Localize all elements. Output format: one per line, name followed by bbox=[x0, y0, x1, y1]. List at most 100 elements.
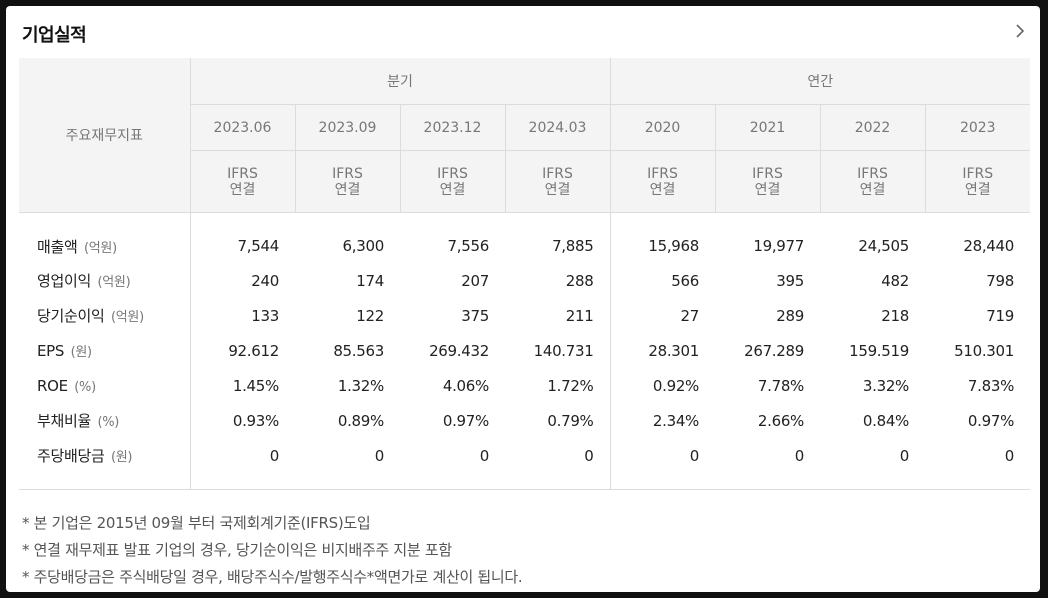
table-cell: 1.72% bbox=[505, 368, 611, 403]
table-cell: 27 bbox=[680, 306, 700, 325]
financial-table: 주요재무지표 분기 연간 2023.06 2023.09 2023.12 202… bbox=[19, 58, 1031, 490]
standard-consolidated: 연결 bbox=[964, 181, 991, 198]
metric-unit: (억원) bbox=[110, 310, 144, 325]
table-cell: 140.731 bbox=[505, 333, 611, 368]
group-annual: 연간 bbox=[610, 58, 1031, 105]
table-cell: 19,977 bbox=[753, 237, 805, 255]
table-cell: 85.563 bbox=[333, 341, 384, 360]
accounting-standard-header: IFRS 연결 bbox=[715, 150, 821, 213]
standard-consolidated: 연결 bbox=[439, 181, 466, 198]
period-header: 2021 bbox=[715, 104, 821, 151]
table-cell: 4.06% bbox=[442, 376, 489, 395]
metric-name: 주당배당금 bbox=[37, 447, 105, 465]
table-row: 매출액 (억원) 7,544 6,300 7,556 7,885 15,968 19,977… bbox=[19, 212, 1030, 263]
table-cell: 122 bbox=[356, 306, 384, 325]
table-cell: 2.34% bbox=[652, 411, 700, 430]
metric-name: 매출액 bbox=[37, 237, 78, 256]
table-cell: 211 bbox=[505, 298, 611, 333]
table-cell: 6,300 bbox=[342, 237, 385, 255]
metric-unit: (원) bbox=[110, 450, 133, 465]
table-cell: 28.301 bbox=[648, 341, 700, 360]
metric-unit: (원) bbox=[70, 345, 93, 360]
standard-ifrs: IFRS bbox=[227, 165, 258, 182]
standard-consolidated: 연결 bbox=[649, 181, 676, 198]
period-header: 2023.09 bbox=[295, 104, 401, 151]
corner-label: 주요재무지표 bbox=[19, 58, 191, 213]
accounting-standard-header: IFRS 연결 bbox=[400, 150, 506, 213]
financial-performance-card: 기업실적 주요재무지표 분기 연간 2023.06 2023.09 20 bbox=[6, 6, 1040, 592]
standard-ifrs: IFRS bbox=[647, 165, 678, 182]
row-label: 당기순이익 (억원) bbox=[19, 298, 191, 333]
table-cell: 0 bbox=[190, 438, 295, 490]
row-label: ROE (%) bbox=[19, 368, 191, 403]
table-cell: 395 bbox=[776, 271, 805, 290]
standard-ifrs: IFRS bbox=[437, 165, 468, 182]
standard-ifrs: IFRS bbox=[857, 165, 888, 182]
metric-unit: (억원) bbox=[97, 275, 131, 290]
table-row: 부채비율 (%) 0.93% 0.89% 0.97% 0.79% 2.34% 2.66% 0.… bbox=[19, 403, 1030, 438]
table-cell: 28,440 bbox=[963, 237, 1015, 255]
standard-consolidated: 연결 bbox=[229, 181, 256, 198]
period-header: 2023.06 bbox=[190, 104, 296, 151]
table-cell: 0 bbox=[925, 438, 1031, 490]
table-cell: 2.66% bbox=[757, 411, 805, 430]
row-label: 부채비율 (%) bbox=[19, 403, 191, 438]
table-cell: 566 bbox=[671, 271, 700, 290]
metric-name: 부채비율 bbox=[37, 412, 92, 430]
table-cell: 0 bbox=[610, 438, 716, 490]
card-header: 기업실적 bbox=[6, 6, 1040, 58]
footnote: * 본 기업은 2015년 09월 부터 국제회계기준(IFRS)도입 bbox=[22, 514, 371, 532]
accounting-standard-header: IFRS 연결 bbox=[190, 150, 296, 213]
row-label: 주당배당금 (원) bbox=[19, 438, 191, 490]
standard-ifrs: IFRS bbox=[752, 165, 783, 182]
table-cell: 240 bbox=[251, 271, 279, 290]
metric-name: 영업이익 bbox=[37, 272, 92, 290]
period-header: 2020 bbox=[610, 104, 716, 151]
table-cell: 267.289 bbox=[744, 341, 805, 360]
table-cell: 288 bbox=[505, 263, 611, 298]
table-cell: 207 bbox=[461, 271, 489, 290]
table-cell: 0.84% bbox=[862, 411, 910, 430]
metric-unit: (%) bbox=[97, 415, 120, 430]
chevron-right-icon[interactable] bbox=[1012, 22, 1028, 40]
metric-name: ROE bbox=[37, 376, 68, 395]
table-cell: 0.93% bbox=[232, 411, 279, 430]
period-header: 2024.03 bbox=[505, 104, 611, 151]
standard-consolidated: 연결 bbox=[544, 181, 571, 198]
table-cell: 133 bbox=[251, 306, 279, 325]
group-quarterly: 분기 bbox=[190, 58, 611, 105]
table-cell: 0 bbox=[820, 438, 926, 490]
metric-name: 당기순이익 bbox=[37, 307, 105, 325]
card-title: 기업실적 bbox=[22, 25, 87, 46]
row-label: EPS (원) bbox=[19, 333, 191, 368]
table-cell: 0.97% bbox=[442, 411, 489, 430]
table-cell: 218 bbox=[881, 306, 910, 325]
table-cell: 0.92% bbox=[652, 376, 700, 395]
period-header: 2022 bbox=[820, 104, 926, 151]
table-cell: 289 bbox=[776, 306, 805, 325]
metric-unit: (%) bbox=[74, 379, 96, 395]
table-cell: 0 bbox=[715, 438, 821, 490]
financial-table-container: 주요재무지표 분기 연간 2023.06 2023.09 2023.12 202… bbox=[19, 58, 1031, 490]
standard-ifrs: IFRS bbox=[962, 165, 994, 182]
table-cell: 1.45% bbox=[232, 376, 279, 395]
standard-ifrs: IFRS bbox=[332, 165, 363, 182]
metric-name: EPS bbox=[37, 342, 65, 360]
table-cell: 798 bbox=[986, 271, 1015, 290]
table-cell: 0 bbox=[505, 438, 611, 490]
table-cell: 7.78% bbox=[757, 376, 805, 395]
table-cell: 719 bbox=[986, 306, 1015, 325]
row-label: 매출액 (억원) bbox=[19, 212, 191, 263]
table-cell: 1.32% bbox=[337, 376, 384, 395]
table-cell: 24,505 bbox=[858, 237, 910, 255]
table-cell: 0.89% bbox=[337, 411, 384, 430]
standard-ifrs: IFRS bbox=[542, 165, 573, 182]
table-cell: 7.83% bbox=[967, 376, 1015, 395]
standard-consolidated: 연결 bbox=[859, 181, 886, 198]
standard-consolidated: 연결 bbox=[334, 181, 361, 198]
footnote: * 주당배당금은 주식배당일 경우, 배당주식수/발행주식수*액면가로 계산이 … bbox=[22, 568, 523, 586]
table-cell: 482 bbox=[881, 271, 910, 290]
table-cell: 7,885 bbox=[505, 212, 611, 263]
table-cell: 3.32% bbox=[862, 376, 910, 395]
table-cell: 0 bbox=[400, 438, 505, 490]
